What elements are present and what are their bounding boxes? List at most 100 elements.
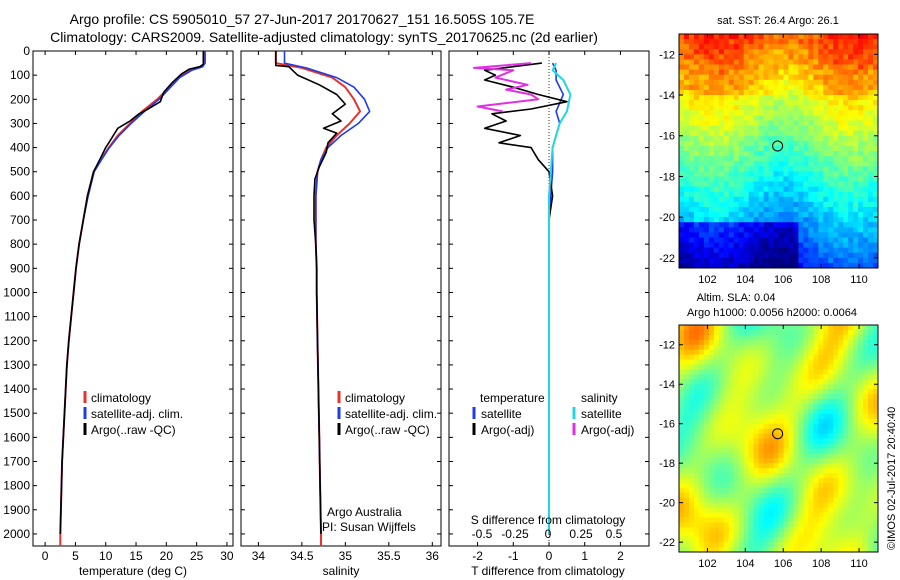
sst-cell	[693, 186, 700, 193]
sst-cell	[788, 145, 794, 152]
sst-cell	[679, 212, 685, 218]
depth-tick-label: 1000	[3, 285, 30, 299]
sla-cell	[788, 379, 794, 385]
sla-cell	[773, 532, 779, 538]
sst-cell	[803, 125, 809, 132]
sst-cell	[783, 212, 789, 218]
sst-cell	[698, 34, 705, 40]
sla-cell	[788, 463, 794, 469]
sst-cell	[683, 49, 690, 55]
sst-cell	[863, 252, 869, 259]
sla-cell	[843, 438, 849, 444]
sla-cell	[728, 329, 735, 336]
sla-cell	[848, 443, 854, 449]
sla-cell	[783, 532, 789, 538]
sst-cell	[868, 222, 874, 228]
sla-cell	[853, 468, 859, 474]
sst-cell	[793, 191, 799, 198]
sst-cell	[728, 69, 735, 76]
sst-cell	[703, 156, 710, 162]
sst-cell	[853, 222, 859, 228]
sst-cell	[848, 140, 854, 147]
sla-cell	[768, 399, 774, 405]
sla-cell	[698, 408, 705, 415]
sla-cell	[758, 537, 764, 543]
sla-cell	[738, 458, 745, 464]
sla-cell	[803, 403, 809, 410]
sla-cell	[828, 394, 834, 400]
sst-cell	[773, 252, 779, 259]
sla-cell	[683, 359, 690, 365]
sst-cell	[818, 242, 824, 249]
sst-cell	[793, 110, 799, 116]
sst-cell	[818, 196, 824, 203]
depth-tick-label: 1400	[3, 382, 30, 396]
sst-cell	[763, 237, 769, 243]
sst-cell	[713, 262, 720, 269]
sla-cell	[853, 512, 859, 518]
sla-cell	[718, 423, 725, 430]
salinity-note-pi: PI: Susan Wijffels	[322, 520, 416, 534]
sla-cell	[733, 502, 740, 508]
sla-cell	[848, 349, 854, 355]
sla-cell	[813, 384, 819, 390]
sla-cell	[798, 399, 804, 405]
sla-cell	[808, 453, 814, 459]
sst-cell	[728, 232, 735, 238]
sst-cell	[773, 212, 779, 218]
sst-cell	[738, 232, 745, 238]
sla-cell	[728, 463, 735, 469]
sla-cell	[743, 468, 750, 474]
sst-cell	[838, 120, 844, 126]
sst-cell	[728, 64, 735, 71]
sla-cell	[713, 384, 720, 390]
sla-cell	[713, 517, 720, 523]
sla-cell	[823, 448, 829, 454]
sla-cell	[703, 487, 710, 494]
sla-cell	[823, 458, 829, 464]
sla-cell	[843, 408, 849, 415]
sla-cell	[848, 399, 854, 405]
sst-cell	[858, 84, 864, 91]
sst-cell	[818, 222, 824, 228]
sst-cell	[728, 74, 735, 81]
sla-cell	[813, 507, 819, 513]
sst-cell	[848, 105, 854, 111]
sst-cell	[723, 135, 730, 142]
sla-cell	[793, 329, 799, 336]
sla-cell	[758, 339, 764, 346]
sst-cell	[718, 247, 725, 254]
sla-cell	[873, 487, 879, 494]
sst-cell	[778, 212, 784, 218]
sla-cell	[858, 329, 864, 336]
sla-cell	[778, 527, 784, 533]
sla-cell	[718, 408, 725, 415]
sla-cell	[808, 408, 814, 415]
sla-cell	[793, 463, 799, 469]
sst-cell	[708, 247, 715, 254]
sla-cell	[843, 379, 849, 385]
sst-cell	[748, 115, 755, 121]
sla-cell	[798, 374, 804, 380]
sla-cell	[723, 537, 730, 543]
sst-cell	[808, 34, 814, 40]
sst-cell	[679, 151, 685, 157]
sst-cell	[788, 257, 794, 264]
sla-cell	[788, 325, 794, 331]
sst-cell	[763, 222, 769, 228]
sst-cell	[698, 252, 705, 259]
sst-cell	[708, 39, 715, 45]
sst-cell	[868, 171, 874, 177]
sst-cell	[828, 237, 834, 243]
sst-cell	[853, 115, 859, 121]
sst-cell	[743, 156, 750, 162]
sla-cell	[873, 433, 879, 439]
sla-cell	[698, 423, 705, 430]
sst-cell	[853, 64, 859, 71]
sst-cell	[848, 166, 854, 172]
sst-cell	[758, 217, 764, 223]
sla-cell	[858, 413, 864, 420]
sst-cell	[743, 247, 750, 254]
sla-cell	[763, 369, 769, 375]
sla-cell	[833, 418, 839, 425]
